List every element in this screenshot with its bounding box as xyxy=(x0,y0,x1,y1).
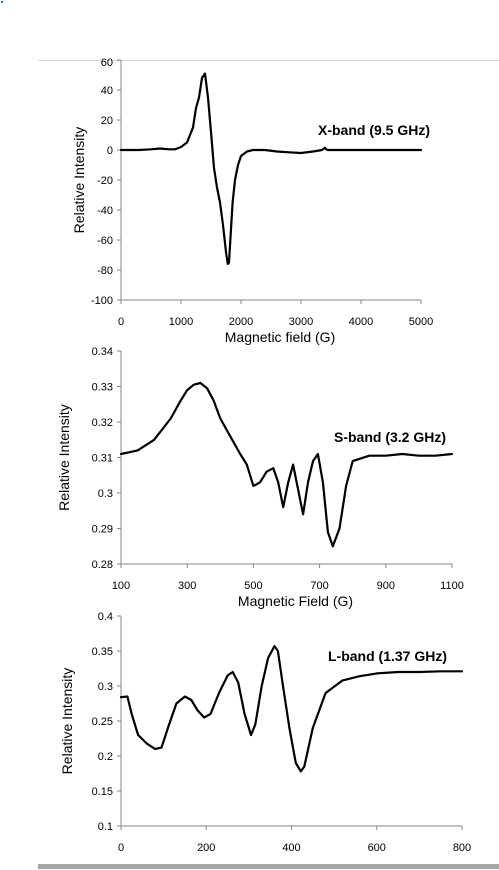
y-tick-label: 0.4 xyxy=(98,611,113,623)
x-tick-label: 400 xyxy=(282,842,300,854)
y-tick-label: -100 xyxy=(91,295,113,307)
y-tick-label: 0.3 xyxy=(98,488,113,500)
y-tick-label: 0.31 xyxy=(92,453,113,465)
y-tick-label: 0.28 xyxy=(92,559,113,571)
bottom-scroll-bar[interactable] xyxy=(38,864,499,869)
spectrum-line-1 xyxy=(119,381,454,548)
spectrum-line-1 xyxy=(119,644,464,773)
x-tick-label: 1000 xyxy=(169,316,193,328)
y-tick-label: 0.33 xyxy=(92,382,113,394)
y-tick-label: 0.32 xyxy=(92,417,113,429)
x-tick-label: 1100 xyxy=(440,580,464,592)
y-tick-label: -80 xyxy=(97,265,113,277)
y-axis-title: Relative Intensity xyxy=(56,404,72,511)
y-tick-label: 0.1 xyxy=(98,821,113,833)
x-axis-title: Magnetic field (G) xyxy=(225,329,335,345)
y-tick-label: 0.35 xyxy=(92,646,113,658)
chart-panel-1: -100 -80 -60 -40 -20 0 20 40 60 0 1000 2000 3000 4000… xyxy=(71,57,433,345)
y-tick-label: 0 xyxy=(107,145,113,157)
x-tick-label: 600 xyxy=(368,842,386,854)
band-annotation: X-band (9.5 GHz) xyxy=(318,122,430,138)
top-divider-line xyxy=(38,60,499,61)
x-tick-label: 2000 xyxy=(229,316,253,328)
y-tick-label: 60 xyxy=(101,57,113,69)
x-tick-label: 0 xyxy=(118,316,124,328)
x-tick-label: 200 xyxy=(197,842,215,854)
band-annotation: S-band (3.2 GHz) xyxy=(334,429,446,445)
y-tick-label: 0.29 xyxy=(92,524,113,536)
x-tick-label: 0 xyxy=(118,842,124,854)
x-tick-label: 900 xyxy=(377,580,395,592)
y-axis-title: Relative Intensity xyxy=(71,127,87,234)
y-tick-label: -20 xyxy=(97,175,113,187)
y-tick-label: 20 xyxy=(101,115,113,127)
spectrum-line-1 xyxy=(119,72,423,266)
y-tick-label: 0.34 xyxy=(92,346,113,358)
x-axis-title: Magnetic Field (G) xyxy=(238,593,353,609)
y-axis-title: Relative Intensity xyxy=(59,668,75,775)
y-tick-label: -60 xyxy=(97,235,113,247)
x-tick-label: 300 xyxy=(178,580,196,592)
x-tick-label: 100 xyxy=(112,580,130,592)
y-tick-label: 0.15 xyxy=(92,786,113,798)
band-annotation: L-band (1.37 GHz) xyxy=(328,648,447,664)
x-tick-label: 500 xyxy=(244,580,262,592)
corner-marker xyxy=(1,1,3,3)
x-tick-label: 800 xyxy=(453,842,471,854)
chart-panel-3: 0.1 0.15 0.2 0.25 0.3 0.35 0.4 0 200 400 600 800 Rel… xyxy=(59,611,471,854)
x-tick-label: 700 xyxy=(310,580,328,592)
chart-panel-2: 0.28 0.29 0.3 0.31 0.32 0.33 0.34 100 300 500 700 9… xyxy=(56,346,464,609)
x-tick-label: 5000 xyxy=(409,316,433,328)
y-tick-label: 0.3 xyxy=(98,681,113,693)
y-tick-label: 0.25 xyxy=(92,716,113,728)
y-tick-label: -40 xyxy=(97,205,113,217)
x-tick-label: 4000 xyxy=(349,316,373,328)
y-tick-label: 0.2 xyxy=(98,751,113,763)
x-tick-label: 3000 xyxy=(289,316,313,328)
y-tick-label: 40 xyxy=(101,85,113,97)
